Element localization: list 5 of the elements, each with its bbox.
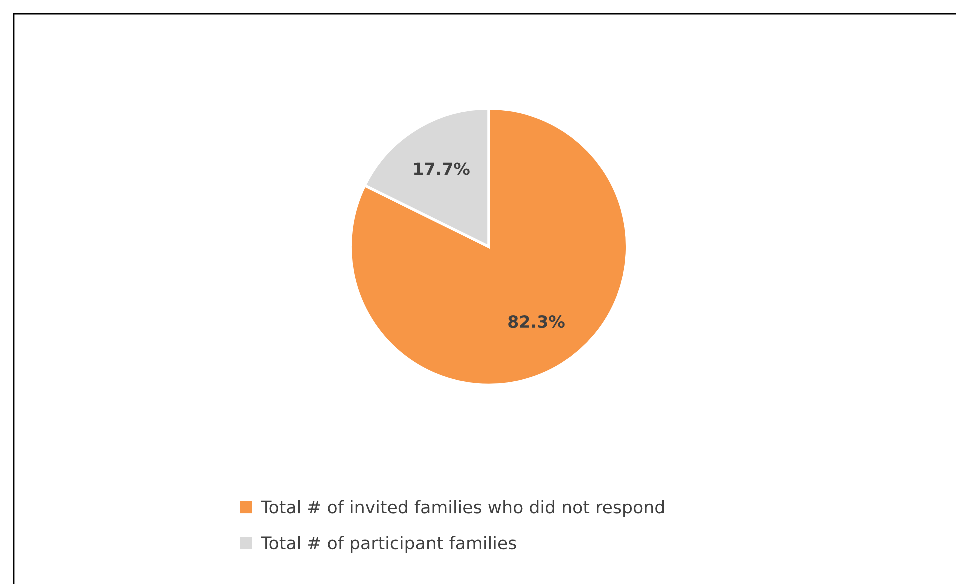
legend-label: Total # of participant families	[261, 536, 516, 554]
data-label: 17.7%	[414, 162, 470, 176]
data-label: 82.3%	[508, 316, 565, 328]
pie-slice	[349, 107, 629, 387]
legend-label: Total # of invited families who did not respond	[261, 500, 664, 518]
